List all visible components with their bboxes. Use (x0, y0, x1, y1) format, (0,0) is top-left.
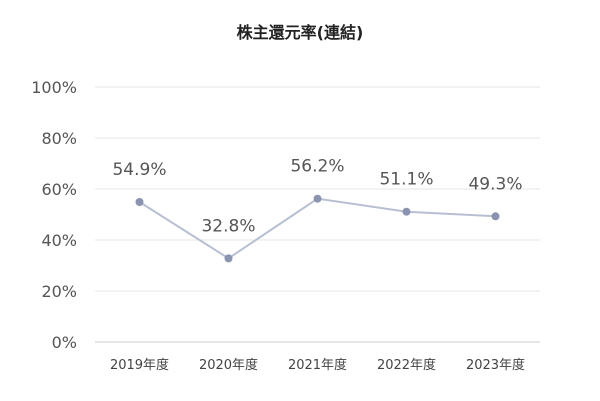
x-tick-label: 2022年度 (377, 357, 436, 373)
y-tick-label: 100% (31, 78, 77, 97)
chart-title: 株主還元率(連結) (237, 23, 364, 42)
data-label: 49.3% (468, 174, 522, 194)
y-tick-label: 60% (41, 180, 77, 199)
y-tick-label: 80% (41, 129, 77, 148)
x-tick-label: 2020年度 (199, 357, 258, 373)
data-label: 56.2% (290, 157, 344, 177)
x-tick-label: 2021年度 (288, 357, 347, 373)
y-axis-ticks: 0% 20% 40% 60% 80% 100% (31, 78, 77, 352)
data-label: 51.1% (379, 170, 433, 190)
x-tick-label: 2019年度 (110, 357, 169, 373)
data-point (491, 212, 500, 221)
y-tick-label: 20% (41, 282, 77, 301)
data-point (313, 194, 322, 203)
data-point (224, 254, 233, 263)
data-point (402, 207, 411, 216)
series-line (138, 197, 496, 260)
data-point (135, 198, 144, 207)
x-axis-ticks: 2019年度 2020年度 2021年度 2022年度 2023年度 (110, 357, 525, 373)
data-label: 54.9% (112, 160, 166, 180)
series (135, 194, 500, 263)
data-labels: 54.9% 32.8% 56.2% 51.1% 49.3% (112, 157, 522, 237)
x-tick-label: 2023年度 (466, 357, 525, 373)
data-label: 32.8% (201, 216, 255, 236)
y-tick-label: 0% (52, 333, 77, 352)
y-tick-label: 40% (41, 231, 77, 250)
gridlines (95, 86, 540, 343)
